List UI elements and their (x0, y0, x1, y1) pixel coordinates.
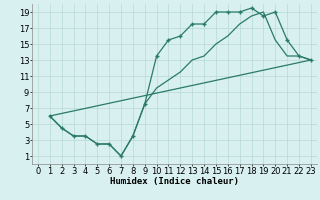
X-axis label: Humidex (Indice chaleur): Humidex (Indice chaleur) (110, 177, 239, 186)
